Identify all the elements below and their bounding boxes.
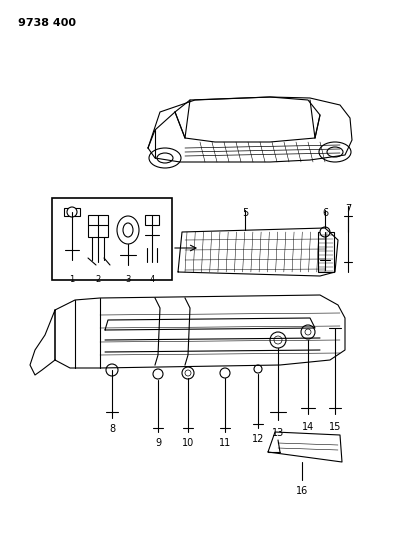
Text: 15: 15: [329, 422, 341, 432]
Circle shape: [185, 370, 191, 376]
Text: 3: 3: [125, 275, 131, 284]
Circle shape: [67, 207, 77, 217]
Circle shape: [320, 227, 330, 237]
Bar: [64, 208, 80, 216]
Text: 9: 9: [155, 438, 161, 448]
Text: 1: 1: [69, 275, 75, 284]
Circle shape: [274, 336, 282, 344]
Circle shape: [270, 332, 286, 348]
Circle shape: [106, 364, 118, 376]
Text: 5: 5: [242, 208, 248, 218]
Bar: [88, 215, 108, 237]
Text: 9738 400: 9738 400: [18, 18, 76, 28]
Text: 13: 13: [272, 428, 284, 438]
Circle shape: [153, 369, 163, 379]
Text: 6: 6: [322, 208, 328, 218]
Circle shape: [301, 325, 315, 339]
Circle shape: [220, 368, 230, 378]
Circle shape: [182, 367, 194, 379]
Text: 8: 8: [109, 424, 115, 434]
Bar: [52, 198, 172, 280]
Text: 16: 16: [296, 486, 308, 496]
Bar: [318, 232, 334, 272]
Text: 14: 14: [302, 422, 314, 432]
Circle shape: [305, 329, 311, 335]
Text: 7: 7: [345, 204, 351, 214]
Circle shape: [254, 365, 262, 373]
Text: 10: 10: [182, 438, 194, 448]
Text: 4: 4: [150, 275, 154, 284]
Bar: [145, 215, 159, 225]
Text: 11: 11: [219, 438, 231, 448]
Text: 2: 2: [95, 275, 101, 284]
Text: 12: 12: [252, 434, 264, 444]
